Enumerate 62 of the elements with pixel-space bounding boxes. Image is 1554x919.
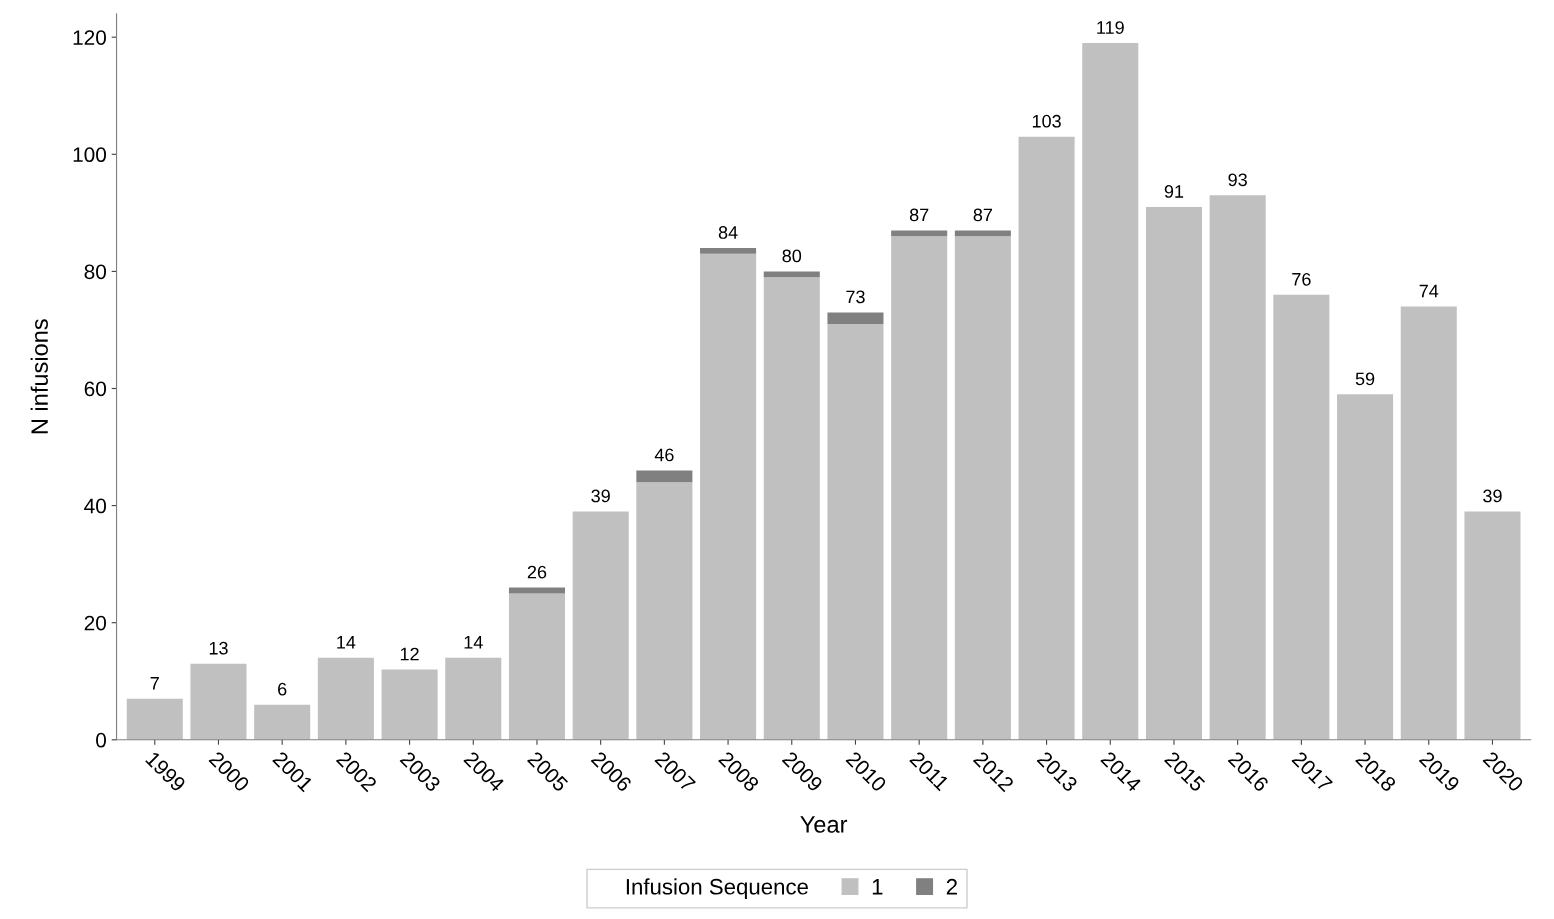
y-tick-label: 20 (84, 615, 107, 631)
bar (1082, 43, 1139, 740)
bar (763, 277, 820, 740)
total-label: 39 (591, 489, 610, 503)
total-label: 12 (400, 647, 419, 661)
bar (827, 324, 884, 740)
total-label: 39 (1483, 489, 1502, 503)
legend-label: 1 (872, 879, 883, 895)
bar (1400, 306, 1457, 740)
bar (700, 253, 757, 740)
bar (954, 236, 1011, 740)
bar (954, 230, 1011, 237)
bar (891, 236, 948, 740)
y-tick-label: 100 (73, 147, 107, 163)
y-tick-label: 80 (84, 264, 107, 280)
bar (891, 230, 948, 237)
bar (190, 663, 247, 740)
total-label: 74 (1419, 284, 1439, 298)
total-label: 59 (1355, 372, 1375, 386)
total-label: 46 (654, 448, 674, 462)
bar (572, 511, 629, 740)
total-label: 103 (1032, 114, 1061, 128)
total-label: 84 (718, 226, 738, 239)
total-label: 73 (846, 290, 865, 304)
bar (1145, 207, 1202, 740)
bar (317, 657, 374, 740)
total-label: 80 (782, 249, 802, 263)
total-label: 14 (464, 636, 483, 649)
bar (636, 482, 693, 740)
y-tick-label: 60 (84, 381, 107, 397)
total-label: 14 (337, 636, 356, 649)
legend-title: Infusion Sequence (626, 878, 808, 899)
bar (1337, 394, 1394, 740)
total-label: 87 (909, 208, 929, 222)
bar (827, 312, 884, 325)
y-tick-label: 40 (84, 498, 107, 514)
total-label: 93 (1228, 173, 1247, 187)
total-label: 87 (973, 208, 993, 222)
total-label: 26 (527, 565, 547, 579)
bar (700, 247, 757, 254)
bar (381, 669, 438, 740)
bar (445, 657, 502, 740)
bar (126, 698, 183, 740)
total-label: 91 (1164, 185, 1184, 198)
legend-label: 2 (946, 878, 957, 895)
bar (1209, 195, 1266, 740)
y-axis-title: N infusions (30, 319, 48, 434)
total-label: 76 (1292, 272, 1311, 286)
bar (1018, 136, 1075, 740)
bar (1464, 511, 1521, 740)
bar (1273, 294, 1330, 740)
bar (763, 271, 820, 278)
total-label: 7 (150, 677, 159, 690)
total-label: 13 (209, 641, 228, 655)
total-label: 119 (1097, 21, 1124, 34)
x-axis-title: Year (800, 816, 848, 833)
y-tick-label: 0 (96, 732, 107, 748)
total-label: 6 (278, 682, 287, 696)
bar (254, 704, 311, 740)
y-tick-label: 120 (73, 30, 107, 45)
bar (508, 593, 565, 740)
bar (636, 470, 693, 483)
